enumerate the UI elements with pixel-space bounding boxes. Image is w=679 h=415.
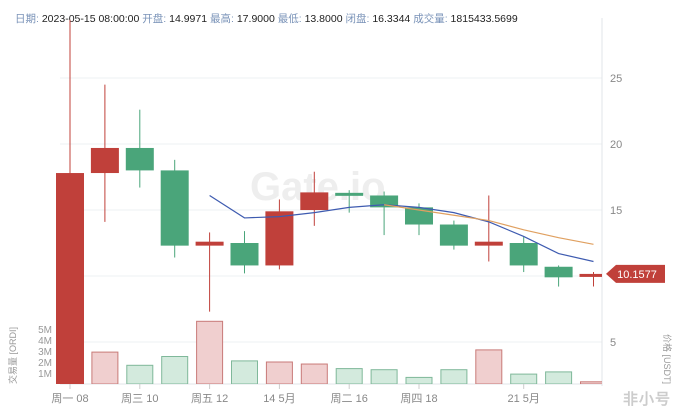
x-tick-label: 周四 18 bbox=[400, 392, 437, 405]
last-price-tag bbox=[606, 264, 665, 283]
volume-value: 1815433.5699 bbox=[450, 13, 518, 25]
x-tick-label: 周一 08 bbox=[51, 392, 88, 405]
feixiaohao-logo: 非小号 bbox=[622, 391, 671, 408]
volume-tick-label: 3M bbox=[38, 347, 52, 358]
high-label: 最高: bbox=[210, 13, 234, 25]
low-label: 最低: bbox=[277, 13, 302, 25]
x-tick-label: 周五 12 bbox=[191, 392, 228, 405]
volume-bar bbox=[161, 356, 189, 384]
close-value: 16.3344 bbox=[372, 13, 411, 25]
price-tick-label: 20 bbox=[610, 139, 622, 151]
volume-bar bbox=[126, 364, 154, 384]
low-value: 13.8000 bbox=[304, 13, 343, 25]
price-tick-label: 15 bbox=[610, 205, 622, 217]
candle-body bbox=[160, 170, 189, 246]
volume-bar bbox=[510, 373, 538, 384]
x-tick-label: 周三 10 bbox=[121, 392, 158, 405]
volume-tick-label: 1M bbox=[38, 369, 52, 380]
candle-body bbox=[230, 243, 259, 266]
date-label: 日期: bbox=[15, 13, 39, 25]
candle-body bbox=[125, 147, 154, 171]
candle-body bbox=[579, 273, 602, 277]
candle-body bbox=[335, 192, 364, 196]
volume-bar bbox=[231, 360, 258, 384]
candle-body bbox=[300, 192, 329, 211]
close-label: 闭盘: bbox=[345, 13, 370, 25]
candle-body bbox=[265, 211, 294, 266]
high-value: 17.9000 bbox=[236, 13, 275, 25]
ohlc-info-bar: 日期: 2023-05-15 08:00:00 开盘: 14.9971 最高: … bbox=[15, 11, 518, 26]
volume-bar bbox=[335, 368, 363, 384]
volume-axis-label: 交易量 [ORDI] bbox=[7, 327, 18, 384]
candle-body bbox=[544, 266, 573, 278]
volume-bar bbox=[440, 369, 468, 384]
volume-bar bbox=[475, 349, 503, 384]
ma-long-line bbox=[384, 204, 594, 245]
ma-short-line bbox=[209, 194, 594, 263]
price-axis-label: 价格 [USDT] bbox=[662, 334, 673, 384]
volume-bar bbox=[580, 381, 602, 384]
x-tick-label: 14 5月 bbox=[263, 393, 295, 405]
price-tick-label: 5 bbox=[610, 337, 616, 349]
volume-tick-label: 2M bbox=[38, 358, 52, 369]
x-tick-label: 21 5月 bbox=[507, 393, 539, 405]
x-tick-label: 周二 16 bbox=[331, 392, 368, 405]
candle-body bbox=[195, 241, 224, 246]
volume-bar bbox=[405, 376, 433, 384]
volume-tick-label: 5M bbox=[38, 325, 52, 336]
last-price-label: 10.1577 bbox=[617, 269, 657, 281]
candle-body bbox=[90, 147, 119, 174]
open-value: 14.9971 bbox=[169, 13, 208, 25]
candle-body bbox=[439, 224, 468, 246]
volume-bar bbox=[91, 351, 119, 384]
volume-tick-label: 4M bbox=[38, 336, 52, 347]
volume-label: 成交量: bbox=[413, 13, 448, 25]
volume-bar bbox=[545, 371, 573, 384]
volume-bar bbox=[265, 361, 293, 384]
date-value: 2023-05-15 08:00:00 bbox=[41, 13, 140, 25]
price-tick-label: 25 bbox=[610, 73, 622, 85]
candle-body bbox=[56, 173, 84, 384]
candle-body bbox=[509, 243, 538, 266]
plot-area bbox=[56, 19, 602, 384]
volume-bar bbox=[300, 363, 328, 384]
candle-body bbox=[474, 241, 503, 246]
volume-bar bbox=[196, 320, 224, 384]
candle-body bbox=[370, 195, 399, 208]
volume-bar bbox=[370, 369, 398, 384]
open-label: 开盘: bbox=[142, 13, 167, 25]
